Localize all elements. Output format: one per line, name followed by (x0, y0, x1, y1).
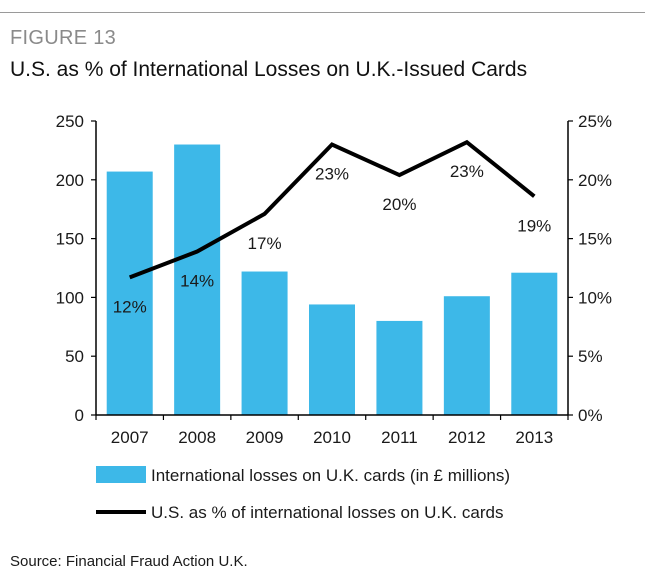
bar-2013 (511, 272, 558, 415)
axes: 0 50 100 150 200 250 0% 5% 10% 15% 20% 25% 2007 2008 2… (56, 112, 612, 447)
bar-2010 (309, 304, 355, 415)
right-tick-label: 15% (578, 230, 612, 249)
data-label-2010: 23% (315, 165, 349, 184)
bar-group (106, 144, 558, 415)
left-tick-label: 0 (75, 406, 84, 425)
x-tick-label: 2012 (448, 428, 486, 447)
left-tick-label: 200 (56, 171, 84, 190)
chart-title: U.S. as % of International Losses on U.K… (10, 58, 528, 81)
data-label-2007: 12% (113, 297, 147, 316)
x-tick-label: 2007 (111, 428, 149, 447)
left-tick-label: 250 (56, 112, 84, 131)
chart: 12% 14% 17% 23% 20% 23% 19% 0 50 100 150 200 250 0% 5… (56, 112, 612, 522)
bar-2009 (241, 271, 288, 415)
data-label-2013: 19% (517, 216, 551, 235)
figure-label: FIGURE 13 (10, 27, 117, 49)
data-label-2011: 20% (382, 195, 416, 214)
right-tick-label: 20% (578, 171, 612, 190)
bar-2011 (376, 320, 423, 415)
bar-2008 (174, 144, 221, 415)
legend-line-label: U.S. as % of international losses on U.K… (151, 503, 503, 522)
bar-2012 (443, 296, 490, 415)
left-tick-label: 150 (56, 230, 84, 249)
right-tick-label: 10% (578, 288, 612, 307)
data-label-2012: 23% (450, 162, 484, 181)
x-tick-label: 2013 (515, 428, 553, 447)
x-tick-label: 2010 (313, 428, 351, 447)
right-tick-label: 0% (578, 406, 603, 425)
legend-bar-label: International losses on U.K. cards (in £… (151, 466, 510, 485)
left-tick-label: 100 (56, 288, 84, 307)
legend: International losses on U.K. cards (in £… (96, 466, 510, 522)
line-group: 12% 14% 17% 23% 20% 23% 19% (113, 139, 551, 316)
bar-2007 (106, 171, 153, 415)
data-label-2009: 17% (248, 234, 282, 253)
data-label-2008: 14% (180, 272, 214, 291)
top-rule (0, 12, 645, 13)
x-tick-label: 2008 (178, 428, 216, 447)
legend-bar-swatch (96, 466, 146, 483)
left-tick-label: 50 (65, 347, 84, 366)
pct-line (128, 139, 536, 280)
source-note: Source: Financial Fraud Action U.K. (10, 553, 248, 570)
x-tick-label: 2011 (381, 428, 418, 447)
right-tick-label: 25% (578, 112, 612, 131)
x-tick-label: 2009 (246, 428, 284, 447)
right-tick-label: 5% (578, 347, 603, 366)
